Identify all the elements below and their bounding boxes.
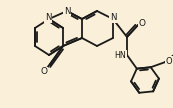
Text: N: N	[64, 6, 70, 16]
Text: O: O	[40, 68, 48, 76]
Text: O: O	[165, 57, 172, 66]
Text: O: O	[138, 18, 145, 28]
Text: HN: HN	[114, 51, 126, 60]
Text: N: N	[45, 14, 51, 22]
Text: N: N	[110, 14, 116, 22]
